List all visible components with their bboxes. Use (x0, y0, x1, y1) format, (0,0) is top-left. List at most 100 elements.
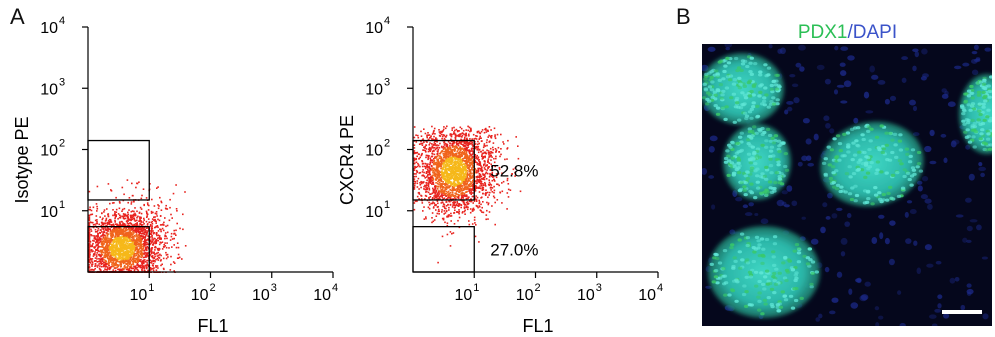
event-dot (440, 202, 443, 204)
event-dot (175, 246, 178, 249)
event-dot (439, 198, 441, 200)
event-dot (103, 231, 106, 233)
event-dot (453, 164, 456, 167)
event-dot (425, 184, 428, 186)
event-dot (456, 169, 459, 171)
event-dot (155, 246, 157, 249)
event-dot (413, 157, 416, 160)
event-dot (177, 246, 180, 249)
event-dot (155, 211, 158, 213)
event-dot (449, 154, 451, 157)
event-dot (110, 221, 113, 223)
event-dot (433, 146, 436, 149)
event-dot (431, 143, 433, 145)
event-dot (454, 171, 457, 174)
event-dot (468, 174, 470, 176)
pdx1-label: PDX1 (797, 22, 848, 43)
event-dot (155, 220, 157, 223)
event-dot (89, 221, 92, 223)
event-dot (98, 238, 100, 240)
event-dot (160, 259, 162, 261)
event-dot (146, 264, 149, 266)
event-dot (478, 173, 481, 175)
event-dot (428, 173, 430, 176)
event-dot (88, 245, 91, 248)
event-dot (108, 241, 111, 244)
event-dot (438, 196, 441, 198)
event-dot (111, 236, 113, 238)
title-separator: / (847, 22, 853, 43)
event-dot (489, 135, 492, 137)
event-dot (112, 258, 114, 261)
event-dot (111, 243, 113, 246)
event-dot (95, 260, 97, 262)
event-dot (431, 176, 433, 179)
event-dot (435, 147, 438, 150)
event-dot (467, 180, 469, 182)
event-dot (415, 134, 417, 136)
event-dot (484, 156, 486, 159)
event-dot (469, 185, 472, 188)
event-dot (433, 163, 435, 166)
event-dot (153, 232, 155, 234)
event-dot (452, 142, 454, 144)
event-dot (120, 266, 122, 268)
event-dot (469, 178, 471, 180)
event-dot (428, 134, 431, 136)
event-dot (112, 229, 114, 231)
event-dot (113, 252, 115, 254)
event-dot (467, 157, 470, 159)
event-dot (433, 161, 435, 163)
event-dot (454, 129, 456, 132)
event-dot (448, 209, 450, 211)
event-dot (460, 127, 463, 130)
event-dot (481, 170, 483, 172)
event-dot (102, 243, 105, 245)
event-dot (428, 144, 431, 146)
event-dot (439, 186, 442, 188)
event-dot (468, 168, 470, 171)
event-dot (456, 173, 458, 175)
event-dot (460, 155, 463, 157)
event-dot (446, 198, 448, 200)
event-dot (138, 212, 141, 214)
event-dot (420, 142, 422, 145)
event-dot (514, 167, 516, 169)
event-dot (88, 267, 91, 269)
event-dot (468, 142, 471, 144)
event-dot (135, 219, 138, 222)
event-dot (414, 200, 417, 202)
event-dot (472, 179, 475, 181)
event-dot (102, 251, 105, 254)
event-dot (155, 269, 158, 271)
event-dot (136, 182, 138, 185)
event-dot (446, 233, 449, 236)
event-dot (455, 184, 457, 186)
event-dot (474, 141, 476, 143)
event-dot (92, 221, 94, 224)
event-dot (444, 155, 447, 158)
event-dot (457, 182, 460, 185)
event-dot (443, 171, 446, 174)
event-dot (467, 197, 469, 200)
event-dot (114, 236, 116, 238)
event-dot (419, 171, 422, 174)
event-dot (154, 218, 156, 221)
event-dot (442, 130, 444, 132)
event-dot (121, 235, 123, 238)
event-dot (479, 168, 482, 170)
event-dot (455, 135, 457, 138)
event-dot (137, 243, 140, 246)
event-dot (448, 173, 450, 175)
event-dot (158, 219, 161, 222)
event-dot (449, 215, 452, 217)
event-dot (96, 258, 98, 260)
event-dot (433, 129, 435, 132)
event-dot (444, 150, 446, 153)
event-dot (138, 216, 141, 218)
event-dot (116, 266, 119, 268)
event-dot (100, 242, 103, 245)
event-dot (101, 246, 104, 248)
event-dot (97, 246, 99, 249)
event-dot (97, 244, 99, 246)
